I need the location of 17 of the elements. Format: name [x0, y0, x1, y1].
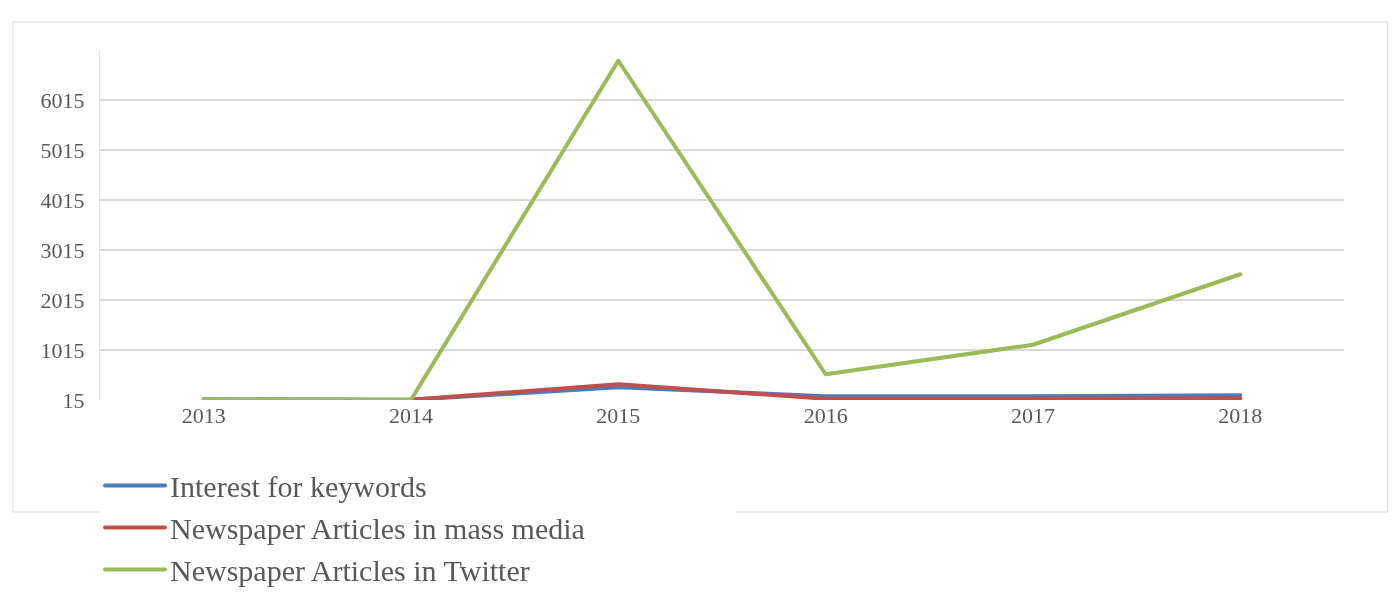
y-tick-label: 5015 — [40, 137, 85, 163]
legend-label: Newspaper Articles in mass media — [170, 512, 585, 546]
y-tick-label: 2015 — [40, 287, 85, 313]
x-tick-label: 2017 — [1011, 403, 1055, 428]
y-tick-label: 3015 — [40, 237, 85, 263]
y-tick-label: 1015 — [40, 337, 85, 363]
x-tick-label: 2013 — [181, 403, 226, 428]
legend-label: Newspaper Articles in Twitter — [170, 554, 530, 588]
y-tick-label: 15 — [62, 387, 85, 413]
y-tick-label: 4015 — [40, 187, 85, 213]
legend-label: Interest for keywords — [170, 470, 427, 504]
x-tick-label: 2015 — [596, 403, 641, 428]
line-series — [201, 58, 1243, 400]
x-tick-label: 2018 — [1218, 403, 1263, 428]
x-tick-label: 2016 — [803, 403, 848, 428]
x-tick-label: 2014 — [389, 403, 433, 428]
y-tick-label: 6015 — [40, 87, 85, 113]
